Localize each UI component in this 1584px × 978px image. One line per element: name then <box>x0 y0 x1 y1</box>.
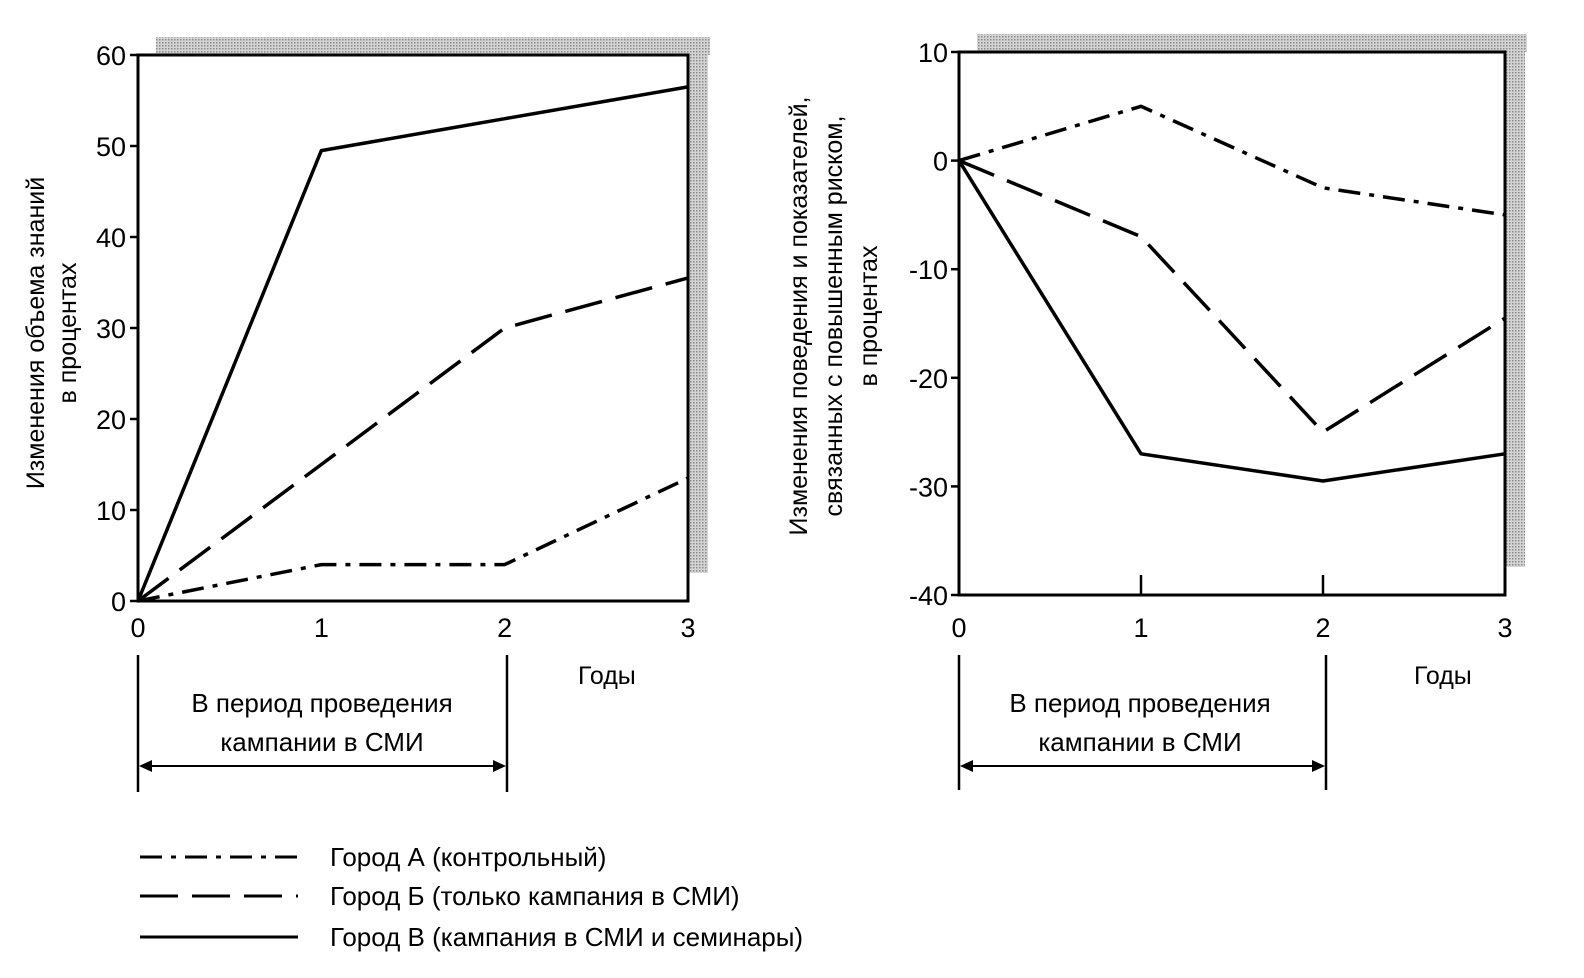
annotation-line: кампании в СМИ <box>1038 727 1241 757</box>
x-tick-labels: 0 1 2 3 <box>130 613 695 643</box>
chart-knowledge: 0 10 20 30 40 50 60 0 1 2 3 Изменения объема знан… <box>22 37 710 792</box>
x-tick-label: 0 <box>951 613 966 643</box>
series-line-dashed <box>958 158 1506 434</box>
x-tick-label: 3 <box>1497 613 1512 643</box>
arrow-head-left <box>960 760 973 772</box>
series-lines <box>957 104 1506 483</box>
campaign-period-annotation: В период проведения кампании в СМИ <box>957 655 1328 790</box>
x-tick-label: 3 <box>680 613 695 643</box>
series-line-solid <box>136 85 689 602</box>
plot-frame <box>136 53 690 603</box>
y-tick-label: 0 <box>111 587 126 617</box>
legend-item-city-c: Город В (кампания в СМИ и семинары) <box>140 922 803 952</box>
y-tick-label: 50 <box>96 132 126 162</box>
y-tick-label: 20 <box>96 405 126 435</box>
y-axis-title: Изменения поведения и показателей, связа… <box>785 97 883 536</box>
y-axis-title-line: в процентах <box>855 245 883 386</box>
x-tick-labels: 0 1 2 3 <box>951 575 1513 643</box>
y-tick-label: -40 <box>909 581 948 611</box>
y-tick-labels: 0 10 20 30 40 50 60 <box>96 41 138 617</box>
arrow-head-right <box>493 760 506 772</box>
y-tick-label: -20 <box>909 364 948 394</box>
x-tick-label: 1 <box>314 613 329 643</box>
chart-shadow <box>977 34 1527 567</box>
y-tick-label: 40 <box>96 223 126 253</box>
x-axis-title: Годы <box>578 662 636 690</box>
y-axis-title-line: Изменения поведения и показателей, <box>785 97 813 536</box>
campaign-period-annotation: В период проведения кампании в СМИ <box>136 655 509 792</box>
shadow-top <box>156 37 710 55</box>
shadow-top <box>977 34 1527 52</box>
x-tick-label: 0 <box>130 613 145 643</box>
chart-behavior: 10 0 -10 -20 -30 -40 0 1 2 3 Изменения поведения… <box>785 34 1527 790</box>
y-axis-title-line: связанных с повышенным риском, <box>820 116 848 517</box>
legend-label: Город Б (только кампания в СМИ) <box>330 881 740 911</box>
series-lines <box>136 85 689 603</box>
chart-shadow <box>156 37 710 573</box>
legend-item-city-a: Город А (контрольный) <box>140 842 606 872</box>
x-tick-label: 1 <box>1133 613 1148 643</box>
x-tick-label: 2 <box>1315 613 1330 643</box>
series-line-dash-dot <box>958 104 1506 217</box>
annotation-line: кампании в СМИ <box>220 727 423 757</box>
legend-label: Город А (контрольный) <box>330 842 606 872</box>
plot-frame <box>957 50 1507 597</box>
annotation-line: В период проведения <box>1009 688 1270 718</box>
legend: Город А (контрольный) Город Б (только ка… <box>140 842 803 952</box>
y-tick-label: 10 <box>918 38 948 68</box>
y-tick-label: 0 <box>933 147 948 177</box>
shadow-right <box>1505 34 1525 567</box>
shadow-right <box>688 37 708 573</box>
y-tick-label: 60 <box>96 41 126 71</box>
y-tick-label: 30 <box>96 314 126 344</box>
arrow-head-left <box>139 760 152 772</box>
y-tick-label: 10 <box>96 496 126 526</box>
y-axis-title-line: Изменения объема знаний <box>22 177 50 489</box>
annotation-line: В период проведения <box>191 688 452 718</box>
y-tick-labels: 10 0 -10 -20 -30 -40 <box>909 38 959 611</box>
legend-label: Город В (кампания в СМИ и семинары) <box>330 922 803 952</box>
series-line-dashed <box>136 276 689 603</box>
series-line-solid <box>957 159 1506 483</box>
series-line-dash-dot <box>137 476 689 603</box>
legend-item-city-b: Город Б (только кампания в СМИ) <box>140 881 740 911</box>
x-tick-label: 2 <box>497 613 512 643</box>
y-tick-label: -30 <box>909 472 948 502</box>
x-axis-title: Годы <box>1414 662 1472 690</box>
y-axis-title-line: в процентах <box>54 262 82 403</box>
arrow-head-right <box>1312 760 1325 772</box>
y-axis-title: Изменения объема знаний в процентах <box>22 177 82 489</box>
y-tick-label: -10 <box>909 255 948 285</box>
